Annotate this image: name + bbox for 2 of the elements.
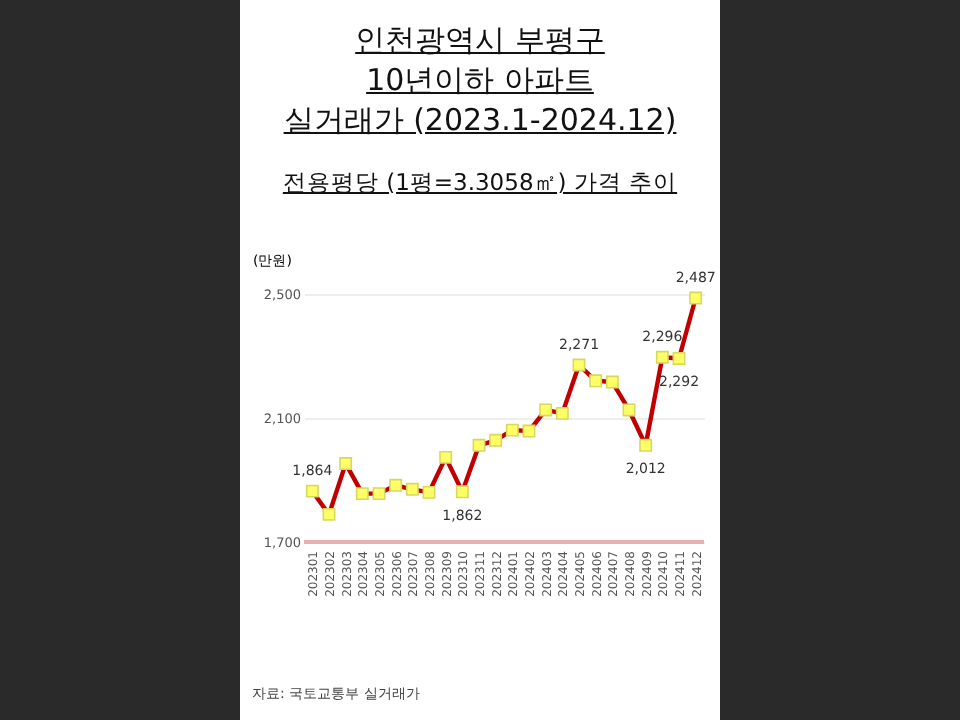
chart-title: 인천광역시 부평구 10년이하 아파트 실거래가 (2023.1-2024.12)	[283, 22, 677, 138]
chart-subtitle: 전용평당 (1평=3.3058㎡) 가격 추이	[280, 168, 680, 198]
